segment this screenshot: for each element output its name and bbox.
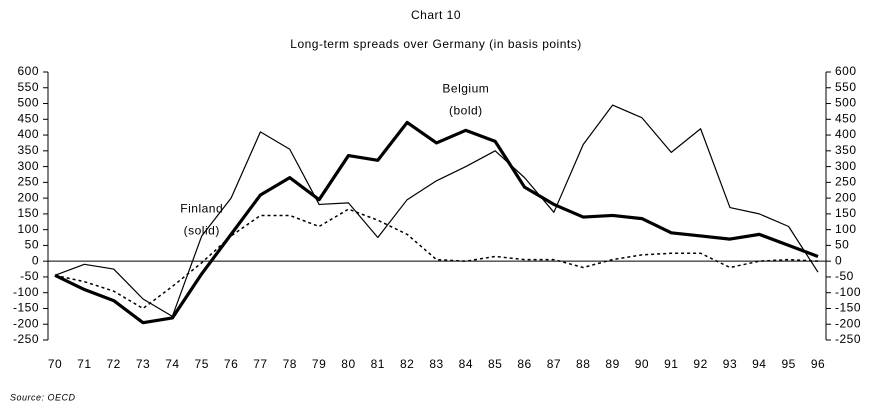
y-tick-label: -50 <box>20 269 39 283</box>
y-tick-label: 0 <box>32 253 39 267</box>
annotation: (bold) <box>449 104 483 118</box>
x-tick-label: 85 <box>488 357 502 371</box>
y-tick-label: 500 <box>17 96 39 110</box>
y-tick-label: 150 <box>17 206 39 220</box>
x-tick-label: 79 <box>312 357 326 371</box>
annotation: Belgium <box>442 82 489 96</box>
x-tick-label: 88 <box>576 357 590 371</box>
x-tick-label: 83 <box>429 357 443 371</box>
x-tick-label: 95 <box>781 357 795 371</box>
y2-tick-label: -50 <box>835 269 854 283</box>
x-tick-label: 91 <box>664 357 678 371</box>
y-tick-label: 450 <box>17 111 39 125</box>
y2-tick-label: 300 <box>835 159 857 173</box>
x-tick-label: 73 <box>136 357 150 371</box>
y2-tick-label: -250 <box>835 332 861 346</box>
x-tick-label: 70 <box>48 357 62 371</box>
x-tick-label: 71 <box>77 357 91 371</box>
x-tick-label: 90 <box>635 357 649 371</box>
y-tick-label: 400 <box>17 127 39 141</box>
y2-tick-label: -200 <box>835 316 861 330</box>
x-tick-label: 76 <box>224 357 238 371</box>
x-tick-label: 92 <box>693 357 707 371</box>
y2-tick-label: 600 <box>835 64 857 78</box>
y2-tick-label: 450 <box>835 111 857 125</box>
x-tick-label: 75 <box>195 357 209 371</box>
x-tick-label: 74 <box>165 357 179 371</box>
y-tick-label: -100 <box>13 285 39 299</box>
y2-tick-label: 250 <box>835 175 857 189</box>
x-tick-label: 94 <box>752 357 766 371</box>
y-tick-label: -150 <box>13 301 39 315</box>
y-tick-label: 100 <box>17 222 39 236</box>
y2-tick-label: 400 <box>835 127 857 141</box>
y-tick-label: 350 <box>17 143 39 157</box>
source-note: Source: OECD <box>10 392 76 402</box>
series-line <box>54 120 819 325</box>
y-tick-label: 50 <box>25 238 39 252</box>
x-tick-label: 80 <box>341 357 355 371</box>
y2-tick-label: 0 <box>835 253 842 267</box>
annotation: Finland <box>180 201 223 215</box>
y-tick-label: 600 <box>17 64 39 78</box>
x-tick-label: 96 <box>811 357 825 371</box>
chart-title: Chart 10 <box>411 8 461 22</box>
y2-tick-label: 150 <box>835 206 857 220</box>
y-tick-label: 250 <box>17 175 39 189</box>
y2-tick-label: 350 <box>835 143 857 157</box>
series-line <box>54 104 819 317</box>
x-tick-label: 81 <box>371 357 385 371</box>
x-tick-label: 72 <box>107 357 121 371</box>
chart-subtitle: Long-term spreads over Germany (in basis… <box>290 37 581 51</box>
x-tick-label: 87 <box>547 357 561 371</box>
y-tick-label: 550 <box>17 80 39 94</box>
x-tick-label: 78 <box>283 357 297 371</box>
x-tick-label: 77 <box>253 357 267 371</box>
y2-tick-label: 200 <box>835 190 857 204</box>
y-tick-label: -250 <box>13 332 39 346</box>
x-tick-label: 93 <box>723 357 737 371</box>
x-tick-label: 86 <box>517 357 531 371</box>
y2-tick-label: 500 <box>835 96 857 110</box>
y-tick-label: 200 <box>17 190 39 204</box>
x-tick-label: 82 <box>400 357 414 371</box>
y2-tick-label: 550 <box>835 80 857 94</box>
x-tick-label: 84 <box>459 357 473 371</box>
y-tick-label: 300 <box>17 159 39 173</box>
x-tick-label: 89 <box>605 357 619 371</box>
series-line <box>54 208 819 310</box>
y2-tick-label: 100 <box>835 222 857 236</box>
y2-tick-label: 50 <box>835 238 849 252</box>
y2-tick-label: -150 <box>835 301 861 315</box>
annotation: (solid) <box>184 223 220 237</box>
y-tick-label: -200 <box>13 316 39 330</box>
y2-tick-label: -100 <box>835 285 861 299</box>
